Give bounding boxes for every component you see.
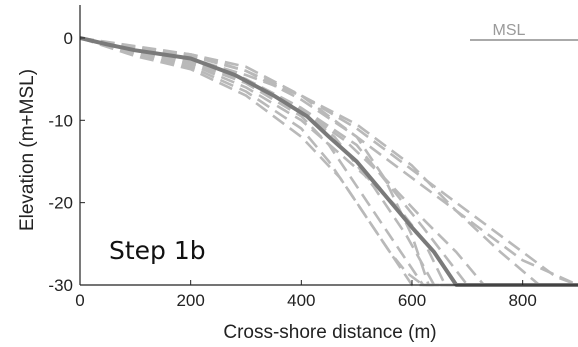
series-line-dashed-3 <box>79 36 578 287</box>
y-axis-label: Elevation (m+MSL) <box>17 69 38 231</box>
axes <box>79 5 578 286</box>
x-tick-label: 600 <box>398 291 426 310</box>
y-tick-label: -30 <box>48 276 73 295</box>
series-line-dashed-9 <box>79 36 578 287</box>
legend-msl-label: MSL <box>493 22 526 39</box>
series-line-dashed-6 <box>79 36 578 287</box>
y-tick-label: -20 <box>48 194 73 213</box>
tick-labels: 0 200 400 600 800 0 -10 -20 -30 <box>48 29 536 310</box>
x-axis-label: Cross-shore distance (m) <box>223 322 436 343</box>
y-tick-label: -10 <box>48 111 73 130</box>
series-line-dashed-8 <box>79 36 578 287</box>
series-line-dashed-11 <box>79 36 578 287</box>
x-tick-label: 400 <box>287 291 315 310</box>
plot-area <box>79 35 578 287</box>
series-line-main <box>79 35 578 287</box>
y-tick-label: 0 <box>64 29 73 48</box>
x-tick-label: 0 <box>75 291 84 310</box>
step-annotation: Step 1b <box>109 236 206 265</box>
x-tick-label: 800 <box>508 291 536 310</box>
x-tick-label: 200 <box>176 291 204 310</box>
legend: MSL <box>470 22 578 41</box>
